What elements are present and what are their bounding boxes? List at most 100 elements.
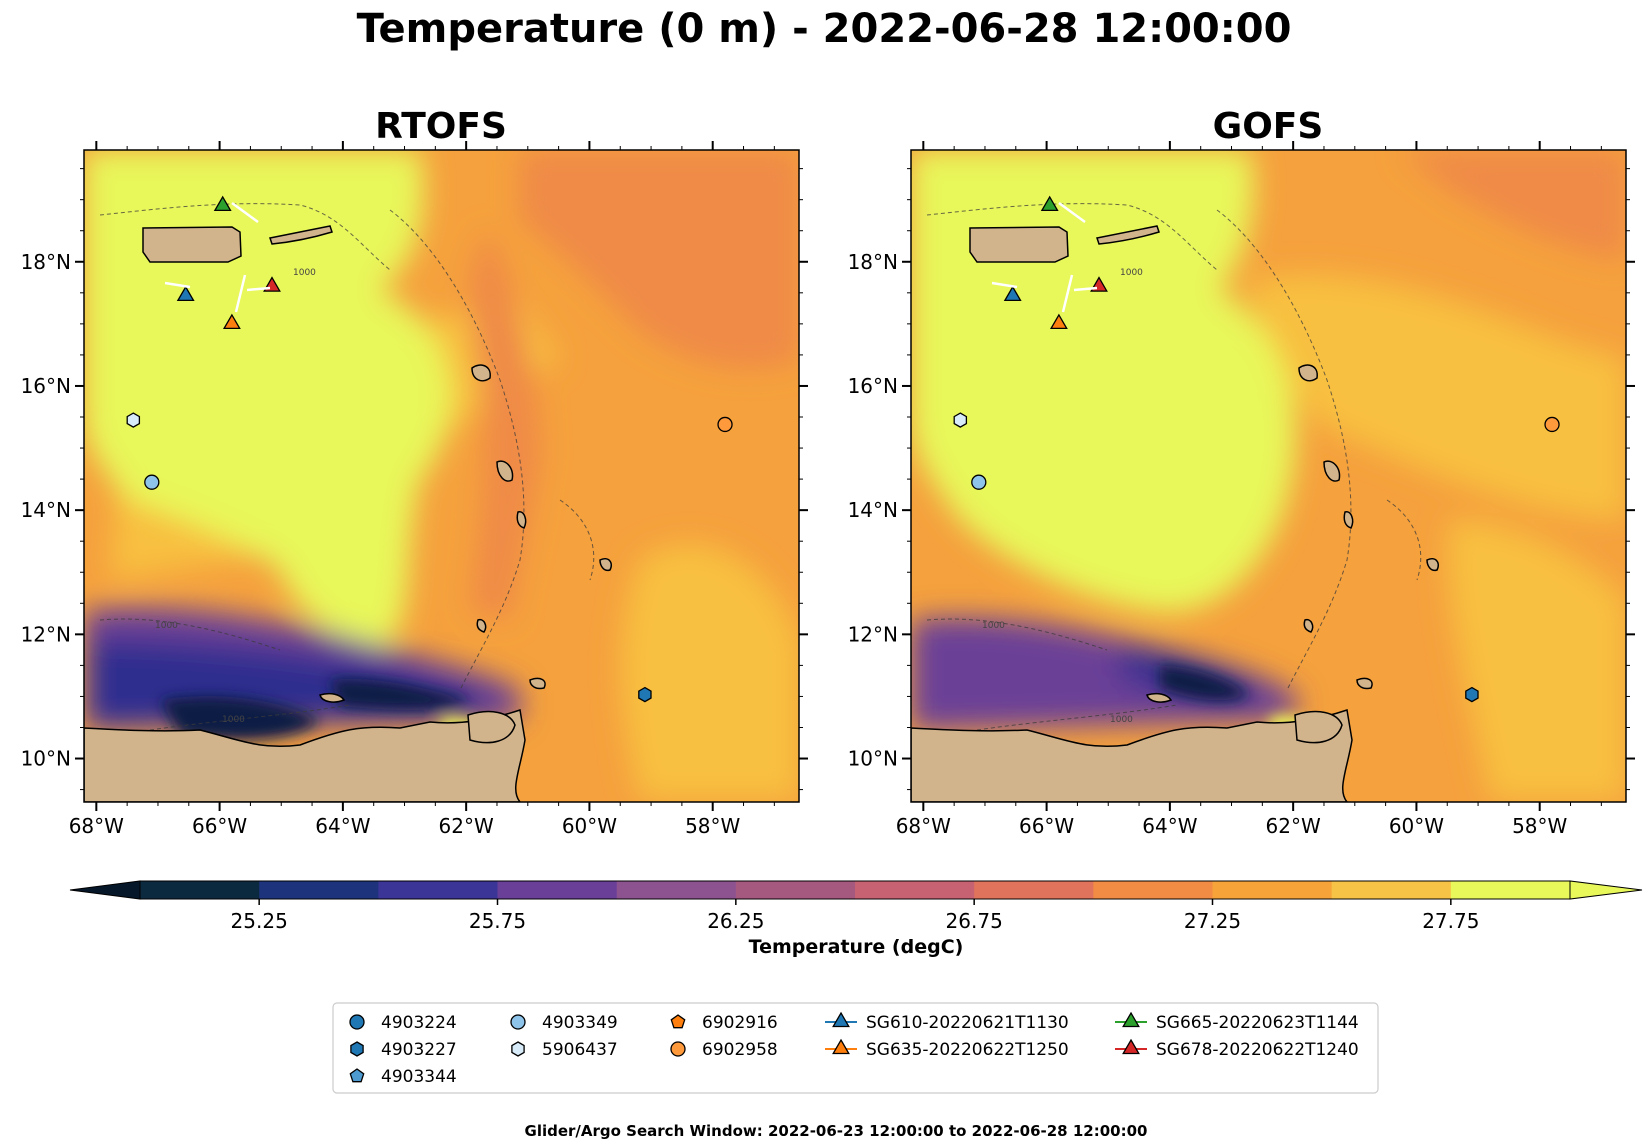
panel-title: GOFS xyxy=(1213,106,1324,147)
map-frame xyxy=(910,149,1627,803)
glider-track xyxy=(991,281,1018,289)
south-america-coast xyxy=(911,709,1353,802)
curacao xyxy=(319,692,346,703)
warm-east xyxy=(621,544,799,800)
warm-southeast xyxy=(1448,520,1626,800)
lat-tick-label: 16°N xyxy=(21,374,71,398)
bathymetry-contours xyxy=(926,203,1422,731)
map-frame xyxy=(83,149,800,803)
colorbar-cell xyxy=(1212,881,1333,899)
legend-items: 4903224 4903227 4903344 4903349 5906437 69029… xyxy=(349,1011,1359,1087)
argo-marker xyxy=(638,686,652,703)
martinique xyxy=(1323,460,1341,482)
glider-tracks xyxy=(164,201,271,313)
glider-track xyxy=(1058,201,1086,224)
cold-shelf-1 xyxy=(911,617,1300,730)
warm-east xyxy=(1250,274,1626,520)
argo-marker xyxy=(1544,416,1560,433)
observation-markers xyxy=(953,195,1560,703)
lon-tick-label: 60°W xyxy=(1389,814,1444,838)
contour-line xyxy=(926,618,1108,651)
colorbar-tick-label: 25.25 xyxy=(231,909,288,933)
lon-tick-label: 58°W xyxy=(685,814,740,838)
martinique xyxy=(496,460,514,482)
contour-label: 1000 xyxy=(155,621,178,631)
st-lucia xyxy=(516,511,527,529)
colorbar-tick-label: 26.25 xyxy=(707,909,764,933)
grenada xyxy=(1303,618,1314,633)
argo-marker xyxy=(1465,686,1479,703)
contour-label: 1000 xyxy=(1120,268,1143,278)
argo-marker xyxy=(144,474,160,490)
glider-marker xyxy=(176,285,195,302)
lat-tick-label: 14°N xyxy=(848,498,898,522)
legend-label: 4903227 xyxy=(381,1040,457,1060)
lon-tick-label: 64°W xyxy=(315,814,370,838)
observation-markers xyxy=(126,195,733,703)
colorbar-cell xyxy=(855,881,975,899)
glider-marker xyxy=(1003,285,1022,302)
argo-marker xyxy=(717,416,733,433)
legend-marker xyxy=(832,1038,850,1055)
colorbar-tick-label: 27.75 xyxy=(1422,909,1479,933)
contour-label: 1000 xyxy=(1110,715,1133,725)
glider-tracks xyxy=(991,201,1098,313)
colorbar-cell xyxy=(1331,881,1452,899)
south-america-coast xyxy=(84,709,526,802)
legend-label: SG635-20220622T1250 xyxy=(866,1040,1069,1060)
colorbar: 25.25 25.75 26.25 26.75 27.25 27.75 Temperatu… xyxy=(69,880,1643,958)
contour-line xyxy=(926,203,1218,271)
glider-track xyxy=(231,201,259,224)
colorbar-under-arrow xyxy=(69,880,141,900)
trinidad xyxy=(1294,710,1343,744)
colorbar-cell xyxy=(259,881,379,899)
legend: 4903224 4903227 4903344 4903349 5906437 69029… xyxy=(332,1002,1379,1094)
colorbar-ticks: 25.25 25.75 26.25 26.75 27.25 27.75 xyxy=(231,899,1479,933)
lon-tick-label: 64°W xyxy=(1142,814,1197,838)
lon-tick-label: 66°W xyxy=(192,814,247,838)
contour-label: 1000 xyxy=(293,268,316,278)
tobago xyxy=(1356,677,1373,690)
legend-label: 4903349 xyxy=(542,1013,618,1033)
colorbar-cell xyxy=(378,881,499,899)
colorbar-cell xyxy=(140,881,260,899)
cold-core-1 xyxy=(160,696,320,740)
lat-tick-label: 10°N xyxy=(21,747,71,771)
legend-label: 6902916 xyxy=(702,1013,778,1033)
virgin-islands xyxy=(1096,225,1160,245)
map-axes: 68°W 66°W 64°W 62°W 60°W 58°W 10°N 12°N 14°N 16°N… xyxy=(21,141,808,838)
guadeloupe xyxy=(471,364,491,382)
virgin-islands xyxy=(269,225,333,245)
contour-line xyxy=(99,203,391,271)
colorbar-cell xyxy=(497,881,618,899)
gulf-water xyxy=(911,150,1296,612)
argo-marker xyxy=(953,412,968,428)
footer-text: Glider/Argo Search Window: 2022-06-23 12… xyxy=(525,1122,1148,1140)
legend-marker xyxy=(670,1014,686,1029)
contour-line xyxy=(976,704,1178,731)
legend-label: 4903224 xyxy=(381,1013,457,1033)
temperature-blobs xyxy=(911,150,1626,800)
legend-marker xyxy=(350,1041,364,1057)
contour-line xyxy=(149,704,351,731)
temperature-field: 1000 1000 1000 xyxy=(911,150,1626,802)
colorbar-cell xyxy=(974,881,1094,899)
lat-tick-label: 10°N xyxy=(848,747,898,771)
tobago xyxy=(529,677,546,690)
temperature-field: 1000 1000 1000 xyxy=(84,150,799,802)
argo-marker xyxy=(971,474,987,490)
lon-tick-label: 62°W xyxy=(439,814,494,838)
lon-tick-label: 66°W xyxy=(1019,814,1074,838)
map-axes: 68°W 66°W 64°W 62°W 60°W 58°W 10°N 12°N 14°N 16°N… xyxy=(848,141,1635,838)
hot-east xyxy=(1400,150,1626,260)
lon-tick-label: 68°W xyxy=(896,814,951,838)
legend-label: 6902958 xyxy=(702,1040,778,1060)
legend-marker xyxy=(510,1014,526,1030)
legend-label: SG678-20220622T1240 xyxy=(1156,1040,1359,1060)
curacao xyxy=(1146,692,1173,703)
legend-marker xyxy=(511,1041,525,1057)
colorbar-cell xyxy=(616,881,737,899)
hot-east xyxy=(520,150,799,369)
colorbar-frame xyxy=(139,880,1571,900)
